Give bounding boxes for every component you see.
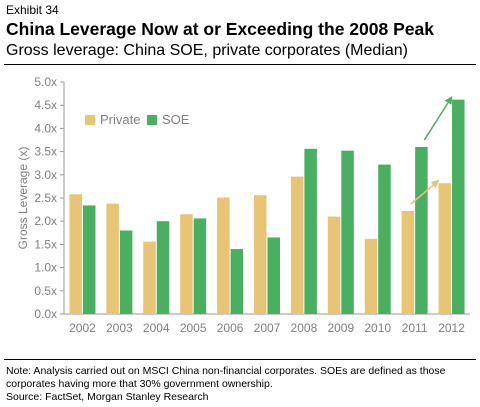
x-tick-label: 2004	[143, 321, 170, 335]
y-tick-label: 2.0x	[34, 214, 57, 228]
y-tick-label: 4.5x	[34, 98, 57, 112]
note-line-1: Note: Analysis carried out on MSCI China…	[6, 365, 446, 377]
y-tick-label: 5.0x	[34, 75, 57, 89]
chart-title: China Leverage Now at or Exceeding the 2…	[6, 19, 434, 39]
bar-private-2011	[401, 210, 415, 314]
legend-swatch-soe	[147, 115, 157, 125]
y-tick-label: 0.5x	[34, 284, 57, 298]
legend-swatch-private	[85, 115, 95, 125]
x-tick-label: 2010	[364, 321, 391, 335]
bar-soe-2011	[415, 146, 428, 314]
bar-soe-2010	[378, 164, 391, 314]
legend-label-soe: SOE	[162, 112, 190, 127]
note-line-2: corporates having more that 30% governme…	[6, 378, 273, 390]
trend-arrow-private	[410, 179, 440, 205]
y-axis-title: Gross Leverage (x)	[16, 147, 30, 250]
legend-label-private: Private	[100, 112, 140, 127]
top-divider	[4, 64, 476, 65]
source-line: Source: FactSet, Morgan Stanley Research	[6, 391, 209, 403]
footnote: Note: Analysis carried out on MSCI China…	[6, 365, 476, 404]
exhibit-label: Exhibit 34	[6, 3, 59, 17]
bar-soe-2008	[304, 148, 317, 314]
y-tick-label: 2.5x	[34, 191, 57, 205]
bar-private-2002	[69, 194, 82, 314]
trend-arrow-soe	[423, 95, 453, 141]
bar-private-2007	[254, 195, 267, 314]
bottom-divider	[4, 359, 476, 360]
x-tick-label: 2007	[254, 321, 281, 335]
bar-soe-2004	[156, 221, 170, 314]
bar-private-2009	[327, 216, 341, 314]
bar-private-2008	[290, 176, 304, 314]
x-tick-label: 2009	[327, 321, 354, 335]
bar-private-2010	[364, 238, 378, 314]
bar-soe-2012	[452, 99, 465, 314]
y-tick-label: 3.5x	[34, 145, 57, 159]
y-tick-label: 1.5x	[34, 237, 57, 251]
bar-private-2003	[106, 203, 119, 314]
y-tick-label: 4.0x	[34, 121, 57, 135]
y-tick-label: 3.0x	[34, 168, 57, 182]
bar-soe-2002	[82, 205, 96, 314]
bar-soe-2005	[193, 218, 207, 314]
bar-private-2006	[217, 197, 230, 314]
y-tick-label: 1.0x	[34, 261, 57, 275]
x-tick-label: 2006	[217, 321, 244, 335]
x-tick-label: 2008	[291, 321, 318, 335]
x-tick-label: 2002	[69, 321, 96, 335]
x-tick-label: 2011	[402, 321, 428, 335]
y-tick-label: 0.0x	[34, 307, 57, 321]
bar-soe-2009	[341, 150, 354, 314]
bar-private-2004	[143, 241, 156, 314]
x-tick-label: 2003	[106, 321, 133, 335]
x-tick-label: 2005	[180, 321, 207, 335]
chart-subtitle: Gross leverage: China SOE, private corpo…	[6, 42, 408, 59]
bar-private-2005	[180, 214, 193, 314]
bar-soe-2006	[230, 249, 244, 314]
bar-chart: 0.0x 0.5x 1.0x 1.5x 2.0x 2.5x 3.0x 3.5x 4.0x 4.5x…	[16, 75, 470, 335]
bar-private-2012	[438, 183, 452, 314]
bar-soe-2007	[267, 237, 280, 314]
bar-soe-2003	[119, 230, 133, 314]
x-tick-label: 2012	[438, 321, 465, 335]
